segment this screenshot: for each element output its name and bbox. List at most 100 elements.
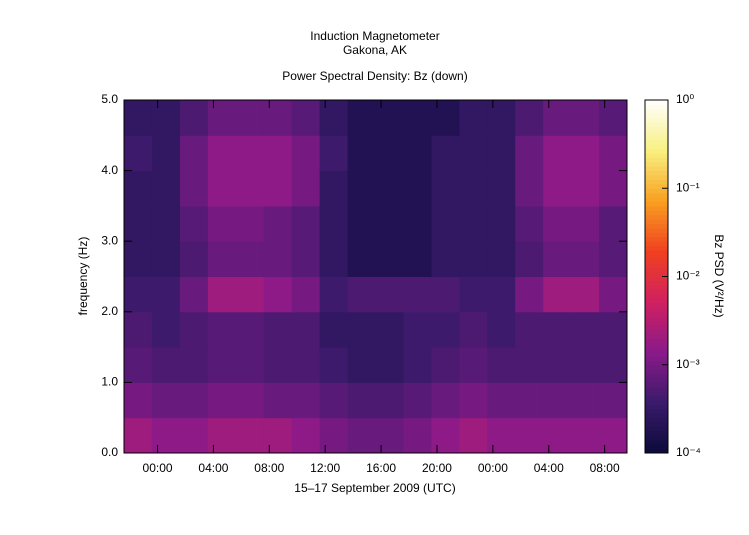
heatmap-cell — [179, 170, 209, 207]
heatmap-cell — [207, 382, 237, 419]
heatmap-cell — [151, 382, 181, 419]
heatmap-cell — [571, 241, 600, 277]
heatmap-cell — [291, 382, 321, 419]
heatmap-cell — [179, 276, 209, 313]
heatmap-cell — [151, 135, 181, 172]
heatmap-cell — [459, 135, 488, 172]
heatmap-cell — [151, 170, 181, 207]
heatmap-cell — [291, 347, 321, 383]
heatmap-cell — [375, 170, 404, 207]
colorbar-gradient — [645, 113, 668, 119]
heatmap-cell — [515, 170, 544, 207]
heatmap-cell — [291, 100, 321, 136]
heatmap-cell — [403, 135, 432, 172]
heatmap-cell — [151, 205, 181, 242]
colorbar-gradient — [645, 307, 668, 313]
heatmap-cell — [235, 417, 265, 454]
heatmap-cell — [487, 205, 516, 242]
heatmap-cell — [459, 347, 488, 383]
plot-title: Power Spectral Density: Bz (down) — [282, 69, 467, 83]
x-tick-label: 04:00 — [534, 461, 564, 475]
heatmap-cell — [179, 311, 209, 348]
heatmap-cell — [375, 100, 404, 136]
colorbar-gradient — [645, 214, 668, 220]
colorbar-gradient — [645, 192, 668, 198]
heatmap-cell — [403, 100, 432, 136]
colorbar-gradient — [645, 311, 668, 317]
heatmap-cell — [207, 276, 237, 313]
heatmap-cell — [179, 382, 209, 419]
colorbar-gradient — [645, 395, 668, 401]
heatmap-cell — [375, 205, 404, 242]
heatmap-cell — [263, 241, 293, 277]
x-axis-label: 15–17 September 2009 (UTC) — [294, 481, 455, 495]
heatmap-cell — [179, 417, 209, 454]
heatmap-cell — [487, 417, 516, 454]
colorbar-gradient — [645, 263, 668, 269]
heatmap-cell — [515, 417, 544, 454]
colorbar-gradient — [645, 417, 668, 423]
colorbar-gradient — [645, 400, 668, 405]
heatmap-cell — [235, 382, 265, 419]
heatmap-cell — [124, 382, 153, 419]
colorbar-gradient — [645, 104, 668, 110]
heatmap-cell — [124, 135, 153, 172]
heatmap-cell — [543, 205, 572, 242]
heatmap-cell — [207, 100, 237, 136]
heatmap-cell — [543, 170, 572, 207]
colorbar-gradient — [645, 347, 668, 353]
chart-subtitle: Gakona, AK — [343, 43, 407, 57]
heatmap-cell — [403, 347, 432, 383]
heatmap-cell — [319, 276, 349, 313]
heatmap-cell — [124, 417, 153, 454]
heatmap-cell — [459, 311, 488, 348]
heatmap-cell — [403, 170, 432, 207]
colorbar-gradient — [645, 152, 668, 158]
heatmap-cell — [487, 276, 516, 313]
heatmap-cell — [263, 276, 293, 313]
heatmap-cell — [347, 100, 376, 136]
heatmap-cell — [347, 205, 376, 242]
colorbar-gradient — [645, 100, 668, 105]
heatmap-cell — [459, 417, 488, 454]
heatmap-cell — [403, 417, 432, 454]
colorbar-gradient — [645, 126, 668, 132]
heatmap-cell — [347, 417, 376, 454]
colorbar-gradient — [645, 250, 668, 255]
colorbar-gradient — [645, 144, 668, 150]
plot-frame — [123, 99, 628, 454]
heatmap-cell — [207, 135, 237, 172]
heatmap-cell — [571, 100, 600, 136]
colorbar-gradient — [645, 170, 668, 176]
heatmap-cell — [179, 347, 209, 383]
colorbar-gradient — [645, 333, 668, 339]
colorbar-gradient — [645, 148, 668, 154]
colorbar-tick-label: 10⁻¹ — [676, 180, 700, 194]
colorbar-tick-label: 10⁻³ — [676, 357, 700, 371]
heatmap-cell — [235, 170, 265, 207]
heatmap-cell — [263, 311, 293, 348]
colorbar-label: Bz PSD (V²/Hz) — [712, 234, 726, 317]
colorbar-gradient — [645, 227, 668, 233]
heatmap-cell — [515, 100, 544, 136]
colorbar-tick-label: 10⁻⁴ — [676, 445, 701, 459]
heatmap-cell — [207, 170, 237, 207]
colorbar-gradient — [645, 183, 668, 189]
colorbar-gradient — [645, 351, 668, 357]
colorbar-gradient — [645, 435, 668, 441]
heatmap-cell — [403, 241, 432, 277]
heatmap-cell — [124, 311, 153, 348]
heatmap-cell — [431, 205, 460, 242]
colorbar-gradient — [645, 329, 668, 335]
heatmap-cell — [319, 347, 349, 383]
x-tick-label: 00:00 — [478, 461, 508, 475]
colorbar-gradient — [645, 448, 668, 454]
colorbar-gradient — [645, 439, 668, 445]
heatmap-cell — [347, 241, 376, 277]
colorbar-gradient — [645, 338, 668, 344]
heatmap-cell — [319, 311, 349, 348]
x-tick-label: 00:00 — [143, 461, 173, 475]
colorbar-gradient — [645, 382, 668, 388]
heatmap-cell — [431, 276, 460, 313]
heatmap-cell — [515, 205, 544, 242]
